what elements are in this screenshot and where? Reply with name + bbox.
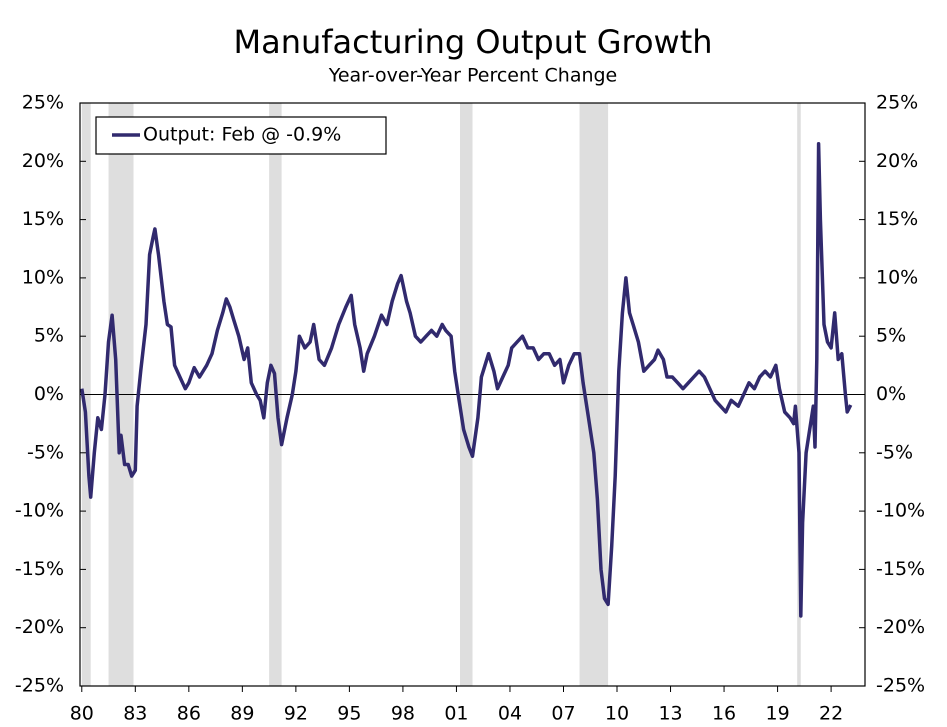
x-tick-label: 16 [712, 703, 736, 725]
y2-tick-label: -15% [876, 558, 925, 580]
y2-tick-label: 10% [876, 266, 918, 288]
y-tick-label: 25% [22, 92, 64, 114]
y-tick-label: 10% [22, 266, 64, 288]
x-tick-label: 86 [177, 703, 201, 725]
y-tick-label: 0% [34, 383, 64, 405]
y2-tick-label: -10% [876, 500, 925, 522]
x-tick-label: 98 [391, 703, 415, 725]
y2-tick-label: -20% [876, 616, 925, 638]
y2-tick-label: 0% [876, 383, 906, 405]
y-tick-label: -5% [27, 441, 64, 463]
y-tick-label: 20% [22, 150, 64, 172]
y-tick-label: -10% [15, 500, 64, 522]
y2-tick-label: -25% [876, 675, 925, 697]
x-tick-label: 95 [337, 703, 361, 725]
legend-label: Output: Feb @ -0.9% [143, 124, 341, 146]
x-tick-label: 89 [230, 703, 254, 725]
x-tick-label: 07 [551, 703, 575, 725]
chart-title: Manufacturing Output Growth [233, 23, 712, 61]
y2-tick-label: 20% [876, 150, 918, 172]
y-tick-label: -15% [15, 558, 64, 580]
chart-subtitle: Year-over-Year Percent Change [328, 65, 618, 87]
series-line [80, 142, 853, 618]
x-tick-label: 92 [284, 703, 308, 725]
y2-tick-label: 5% [876, 325, 906, 347]
y2-tick-label: -5% [876, 441, 913, 463]
x-tick-label: 13 [658, 703, 682, 725]
x-tick-label: 19 [765, 703, 789, 725]
y-tick-label: 5% [34, 325, 64, 347]
y2-tick-label: 25% [876, 92, 918, 114]
y-tick-label: -25% [15, 675, 64, 697]
x-tick-label: 22 [819, 703, 843, 725]
y-tick-label: 15% [22, 208, 64, 230]
y2-tick-label: 15% [876, 208, 918, 230]
x-tick-label: 04 [498, 703, 522, 725]
x-tick-label: 10 [605, 703, 629, 725]
plot-frame [79, 102, 866, 687]
x-tick-label: 80 [70, 703, 94, 725]
x-tick-label: 83 [123, 703, 147, 725]
y-tick-label: -20% [15, 616, 64, 638]
legend-box [95, 116, 387, 155]
x-tick-label: 01 [444, 703, 468, 725]
